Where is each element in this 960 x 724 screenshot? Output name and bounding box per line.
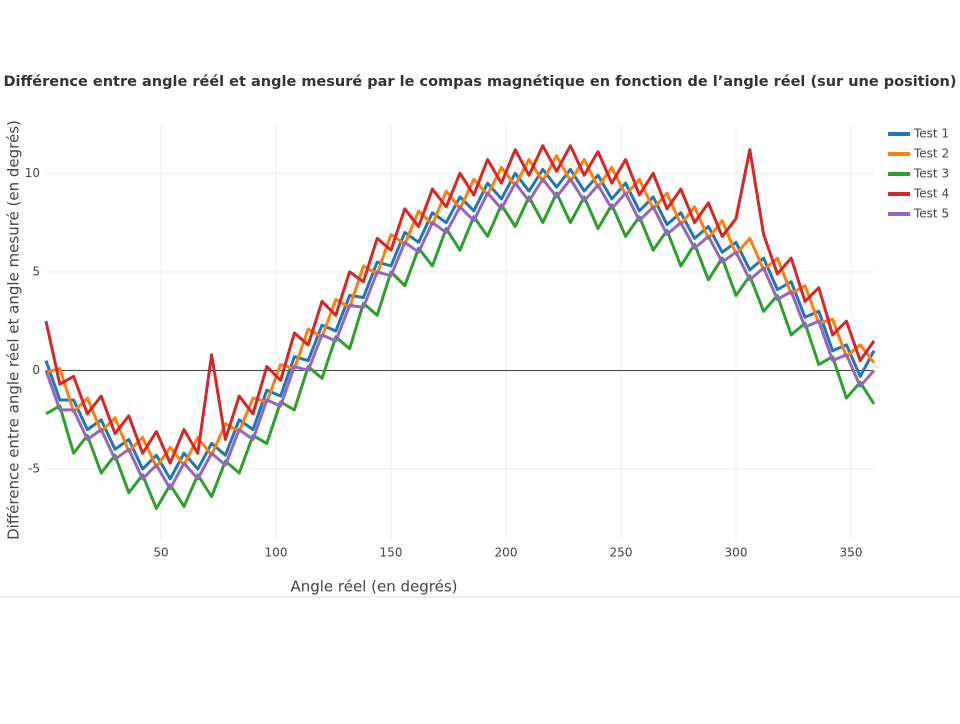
x-tick-label: 150 [380, 546, 403, 560]
chart-title: Différence entre angle réél et angle mes… [4, 74, 957, 90]
x-tick-label: 300 [725, 546, 748, 560]
series-line [44, 144, 876, 465]
y-tick-label: 5 [32, 264, 40, 278]
series-line [44, 167, 876, 481]
legend-label: Test 1 [913, 127, 949, 141]
y-axis-label: Différence entre angle réel et angle mes… [5, 120, 23, 540]
x-axis-label: Angle réel (en degrés) [290, 578, 457, 596]
x-tick-label: 50 [153, 546, 168, 560]
legend-label: Test 3 [913, 167, 949, 181]
series-line [45, 154, 876, 469]
legend-label: Test 2 [913, 147, 949, 161]
legend-label: Test 5 [913, 207, 949, 221]
y-tick-label: -5 [28, 462, 40, 476]
series-line [44, 177, 876, 491]
x-tick-label: 200 [495, 546, 518, 560]
legend-label: Test 4 [913, 187, 949, 201]
x-tick-label: 100 [265, 546, 288, 560]
x-tick-label: 250 [610, 546, 633, 560]
x-tick-label: 350 [840, 546, 863, 560]
y-tick-label: 10 [25, 166, 40, 180]
series-line [45, 191, 876, 510]
y-tick-label: 0 [32, 363, 40, 377]
